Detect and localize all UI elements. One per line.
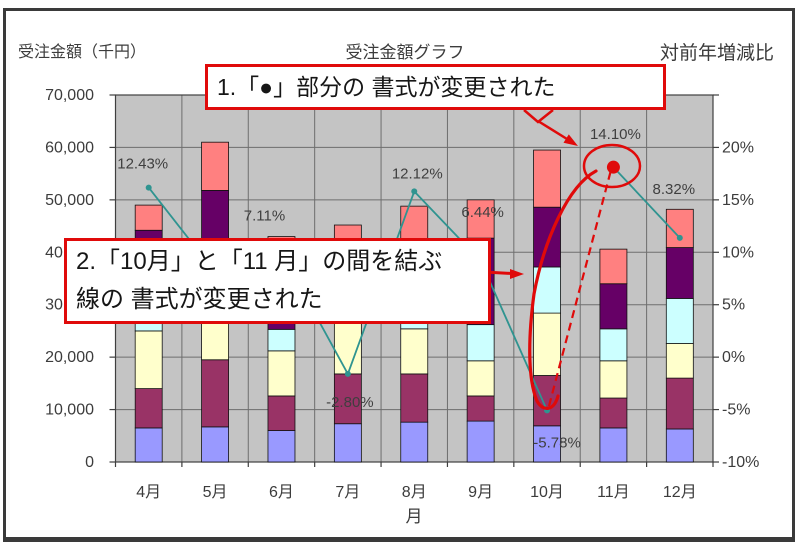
annotation-box-1: 1.「●」部分の 書式が変更された (205, 64, 666, 110)
right-axis-title: 対前年増減比 (660, 43, 775, 64)
left-axis-tick-label: 70,000 (45, 87, 94, 104)
x-axis-label: 7月 (335, 484, 360, 501)
bar-segment-segment-salmon (599, 248, 628, 285)
bar-segment-segment-periwinkle (533, 425, 561, 463)
bar-segment-segment-plum (665, 377, 694, 430)
data-label: 8.32% (653, 181, 696, 198)
data-label: 12.12% (392, 165, 443, 182)
left-axis-tick-label: 50,000 (45, 192, 94, 209)
bar-segment-segment-cream (599, 360, 628, 399)
data-label: -5.78% (533, 434, 581, 451)
trend-marker (676, 234, 683, 241)
x-axis-label: 8月 (402, 484, 427, 501)
trend-marker (344, 370, 351, 377)
x-axis-label: 10月 (530, 484, 564, 501)
bar-segment-segment-cream (267, 350, 296, 397)
left-axis-tick-label: 10,000 (45, 402, 94, 419)
bar-segment-segment-plum (134, 388, 163, 429)
bar-segment-segment-plum (400, 373, 429, 423)
right-axis-tick-label: 10% (722, 244, 754, 261)
data-label: 12.43% (117, 156, 168, 173)
x-axis-label: 6月 (269, 484, 294, 501)
bar-segment-segment-cream (665, 343, 694, 379)
trend-line-segment (612, 166, 681, 239)
data-label: -2.80% (326, 394, 374, 411)
annotation-graphics (483, 109, 642, 410)
right-axis-tick-label: 20% (722, 139, 754, 156)
bar-segment-segment-plum (333, 373, 362, 425)
marker-highlight-ellipse (582, 143, 642, 189)
bar-segment-segment-salmon (466, 199, 495, 239)
bar-segment-segment-darkpurple (665, 247, 694, 299)
x-axis-label: 12月 (663, 484, 697, 501)
bar-segment-segment-periwinkle (665, 428, 694, 463)
left-axis-title: 受注金額（千円） (18, 44, 147, 61)
right-axis-tick-label: -10% (722, 454, 759, 471)
annotation-box-2-line1: 2.「10月」と「11 月」の間を結ぶ (76, 248, 443, 275)
bar-segment-segment-plum (466, 395, 495, 422)
x-axis-label: 9月 (468, 484, 493, 501)
chart-title: 受注金額グラフ (345, 43, 465, 62)
bar-segment-segment-periwinkle (599, 427, 628, 463)
box1-arrowhead-icon (563, 134, 578, 146)
bar-segment-segment-periwinkle (333, 423, 362, 463)
bar-segment-segment-darkpurple (533, 206, 561, 268)
left-axis-tick-label: 0 (85, 454, 94, 471)
bar-segment-segment-cream (400, 328, 429, 375)
right-axis-tick-label: 5% (722, 297, 745, 314)
trend-marker (411, 188, 418, 195)
left-axis-tick-label: 60,000 (45, 139, 94, 156)
bar-segment-segment-periwinkle (267, 430, 296, 463)
right-axis-tick-label: -5% (722, 402, 750, 419)
bar-segment-segment-darkpurple (599, 283, 628, 330)
right-axis-tick-label: 15% (722, 192, 754, 209)
changed-marker-dot (606, 160, 620, 174)
annotation-box-1-text: 1.「●」部分の 書式が変更された (217, 74, 556, 100)
box2-arrowhead-icon (510, 269, 524, 279)
bar-segment-segment-lightcyan (599, 328, 628, 362)
data-label: 7.11% (244, 208, 285, 225)
trend-line-segment (479, 260, 548, 411)
x-axis-label: 4月 (136, 484, 161, 501)
bar-segment-segment-cream (466, 360, 495, 397)
x-axis-title: 月 (406, 507, 423, 526)
x-axis-label: 5月 (203, 484, 228, 501)
segment-highlight-curve (528, 169, 598, 410)
bar-segment-segment-periwinkle (134, 427, 163, 463)
bar-segment-segment-plum (599, 397, 628, 429)
data-label: 6.44% (461, 204, 504, 221)
bar-segment-segment-plum (267, 395, 296, 431)
annotation-box-2: 2.「10月」と「11 月」の間を結ぶ 線の 書式が変更された (64, 238, 491, 324)
bar-segment-segment-lightcyan (466, 324, 495, 362)
annotation-box-2-line2: 線の 書式が変更された (76, 286, 323, 313)
bar-segment-segment-periwinkle (400, 421, 429, 463)
trend-marker (145, 184, 152, 191)
bar-segment-segment-salmon (400, 205, 429, 240)
bar-segment-segment-cream (533, 312, 561, 376)
left-axis-tick-label: 20,000 (45, 349, 94, 366)
x-axis-label: 11月 (597, 484, 630, 501)
bar-segment-segment-lightcyan (267, 328, 296, 352)
bar-segment-segment-salmon (134, 204, 163, 231)
bar-segment-segment-periwinkle (466, 420, 495, 463)
bar-segment-segment-lightcyan (665, 298, 694, 344)
bar-segment-segment-salmon (533, 149, 561, 208)
bar-segment-segment-periwinkle (201, 426, 229, 463)
box1-arrow-line (537, 119, 568, 141)
bar-segment-segment-salmon (201, 141, 229, 191)
right-axis-tick-label: 0% (722, 349, 745, 366)
data-label: 14.10% (590, 126, 641, 143)
bar-segment-segment-plum (201, 359, 229, 428)
bar-segment-segment-cream (134, 330, 163, 389)
changed-line-segment (547, 169, 613, 407)
